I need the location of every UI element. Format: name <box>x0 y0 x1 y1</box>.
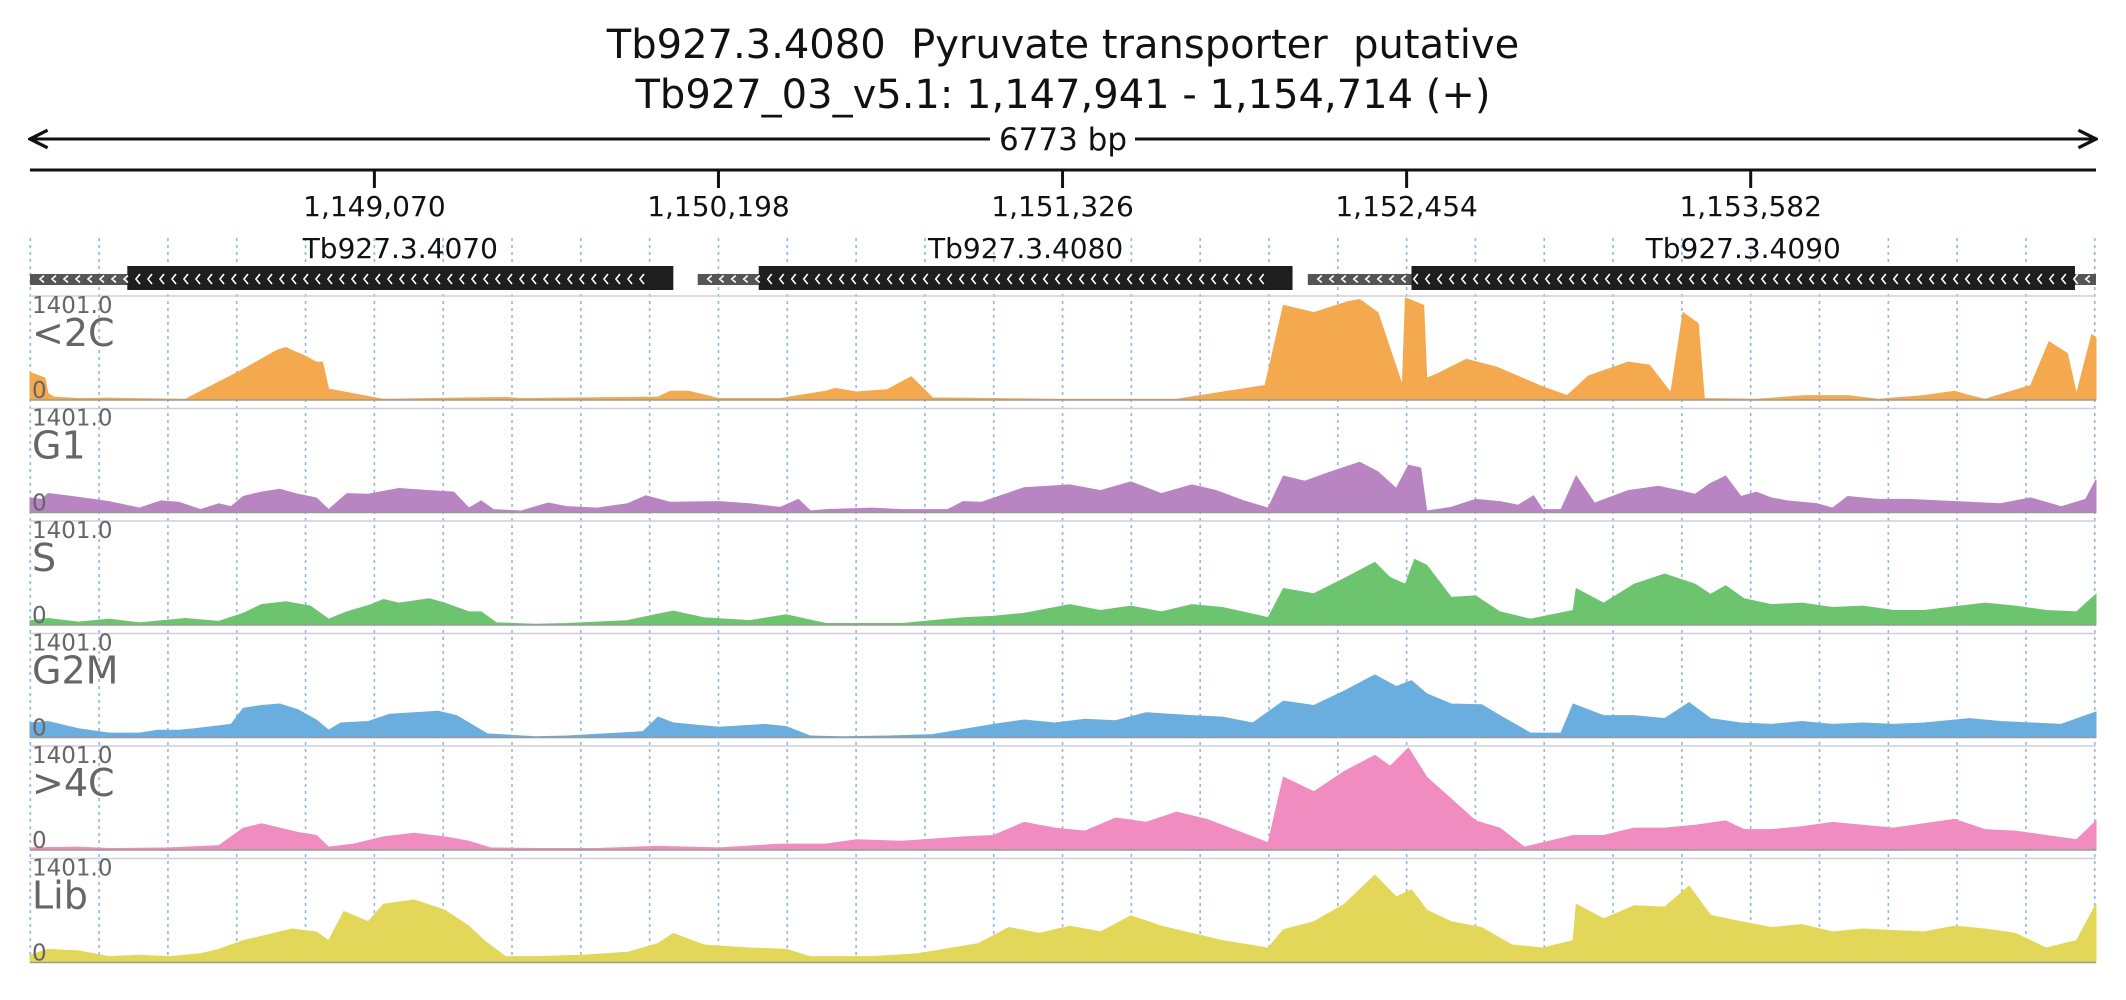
track-ymax-label: 1401.0 <box>32 518 112 544</box>
coverage-track: 1401.0 0 G1 <box>29 406 2097 517</box>
track-ymax-label: 1401.0 <box>32 406 112 432</box>
gene-label: Tb927.3.4090 <box>1645 232 1841 265</box>
ruler-tick-label: 1,149,070 <box>303 190 446 223</box>
track-ymin-label: 0 <box>32 828 47 854</box>
span-indicator: 6773 bp <box>30 120 2096 158</box>
track-ymin-label: 0 <box>32 378 47 404</box>
ruler-ticks: 1,149,070 1,150,198 1,151,326 1,152,454 1,15… <box>303 170 1822 223</box>
span-length-label: 6773 bp <box>999 122 1127 158</box>
track-name-label: S <box>32 536 56 580</box>
track-name-label: G1 <box>32 424 86 468</box>
coverage-area <box>29 461 2097 513</box>
ruler-tick-label: 1,152,454 <box>1335 190 1478 223</box>
chart-subtitle-region: Tb927_03_v5.1: 1,147,941 - 1,154,714 (+) <box>635 72 1491 118</box>
gene-model[interactable]: Tb927.3.4070 <box>30 232 674 290</box>
grid-lines <box>29 238 2096 962</box>
gene-annotation-track: Tb927.3.4070 Tb927.3.4080 Tb927.3.4090 <box>30 232 2096 290</box>
track-name-label: >4C <box>32 761 115 805</box>
gene-label: Tb927.3.4070 <box>302 232 498 265</box>
coverage-track: 1401.0 0 G2M <box>29 631 2097 742</box>
track-name-label: <2C <box>32 311 115 355</box>
track-ymax-label: 1401.0 <box>32 293 112 319</box>
coverage-area <box>29 747 2097 851</box>
track-ymin-label: 0 <box>32 603 47 629</box>
coverage-area <box>29 674 2097 738</box>
track-ymax-label: 1401.0 <box>32 743 112 769</box>
track-ymax-label: 1401.0 <box>32 631 112 657</box>
coverage-area <box>29 558 2097 626</box>
coverage-track: 1401.0 0 <2C <box>29 293 2097 404</box>
coverage-area <box>29 874 2097 963</box>
coverage-track: 1401.0 0 Lib <box>29 856 2097 967</box>
strand-chevrons <box>706 273 1265 285</box>
coverage-track: 1401.0 0 S <box>29 518 2097 629</box>
track-ymin-label: 0 <box>32 941 47 967</box>
chart-title: Tb927.3.4080 Pyruvate transporter putati… <box>606 22 1520 68</box>
gene-model[interactable]: Tb927.3.4080 <box>697 232 1293 290</box>
track-name-label: G2M <box>32 649 118 693</box>
ruler-tick-label: 1,150,198 <box>647 190 790 223</box>
coverage-area <box>29 297 2097 401</box>
track-name-label: Lib <box>32 874 88 918</box>
gene-cds <box>758 266 1293 290</box>
ruler-tick-label: 1,151,326 <box>991 190 1134 223</box>
strand-chevrons <box>38 273 645 285</box>
coverage-track: 1401.0 0 >4C <box>29 743 2097 854</box>
track-ymin-label: 0 <box>32 716 47 742</box>
strand-chevrons <box>1316 273 2091 285</box>
track-ymax-label: 1401.0 <box>32 856 112 882</box>
ruler-tick-label: 1,153,582 <box>1679 190 1822 223</box>
coverage-tracks: 1401.00<2C1401.00G11401.00S1401.00G2M140… <box>29 293 2097 967</box>
gene-model[interactable]: Tb927.3.4090 <box>1307 232 2096 290</box>
gene-label: Tb927.3.4080 <box>927 232 1123 265</box>
track-ymin-label: 0 <box>32 491 47 517</box>
